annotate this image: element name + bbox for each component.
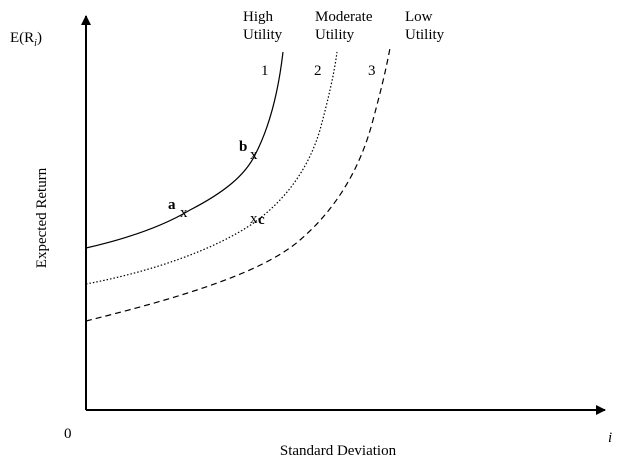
curve-label: Utility bbox=[405, 27, 445, 43]
curve-label: Utility bbox=[315, 27, 355, 43]
curve-number: 1 bbox=[261, 63, 269, 79]
x-axis-title: Standard Deviation bbox=[280, 443, 397, 459]
point-label: b bbox=[239, 139, 247, 155]
point-label: a bbox=[168, 197, 176, 213]
curve-number: 3 bbox=[368, 63, 376, 79]
curve-label: Low bbox=[405, 9, 433, 25]
curve-label: Utility bbox=[243, 27, 283, 43]
point-marker: x bbox=[180, 205, 188, 221]
x-axis-subscript: i bbox=[608, 430, 612, 446]
y-axis-label: E(Ri) bbox=[10, 30, 42, 49]
point-label: c bbox=[258, 212, 265, 228]
y-axis-title: Expected Return bbox=[34, 167, 50, 268]
curve-number: 2 bbox=[314, 63, 322, 79]
curve-low bbox=[85, 47, 391, 322]
point-marker: x bbox=[250, 211, 258, 227]
curve-high bbox=[85, 51, 284, 249]
origin-label: 0 bbox=[64, 426, 72, 442]
curve-label: High bbox=[243, 9, 274, 25]
point-marker: x bbox=[250, 147, 258, 163]
curve-moderate bbox=[85, 51, 338, 285]
curve-label: Moderate bbox=[315, 9, 373, 25]
